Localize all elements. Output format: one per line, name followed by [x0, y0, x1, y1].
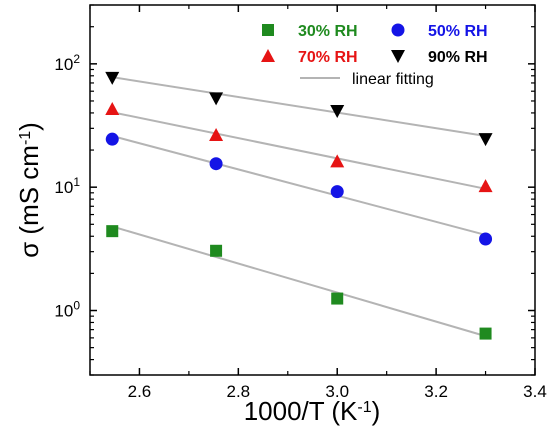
legend-label: 30% RH [298, 23, 358, 40]
fit-lines [111, 76, 486, 338]
data-point [210, 244, 223, 257]
legend-label: 90% RH [428, 49, 488, 66]
x-tick-label: 3.0 [325, 382, 349, 401]
data-point [105, 132, 119, 146]
y-tick-label: 100 [54, 299, 80, 321]
data-point [209, 157, 223, 171]
data-point [106, 225, 119, 238]
data-point [330, 154, 345, 168]
data-point [209, 92, 224, 106]
legend-marker [262, 24, 274, 36]
y-axis-title: σ (mS cm-1) [14, 122, 44, 258]
x-tick-label: 2.6 [128, 382, 152, 401]
legend-marker [391, 23, 405, 37]
axis-ticks: 2.6 2.8 3.0 3.2 3.4 100 101 102 [54, 4, 547, 401]
data-point [479, 232, 493, 246]
fit-line [112, 76, 486, 137]
x-tick-label: 3.2 [424, 382, 448, 401]
data-point [331, 292, 344, 305]
data-points [105, 71, 493, 340]
data-point [209, 127, 224, 141]
data-point [105, 102, 120, 116]
data-point [330, 185, 344, 199]
x-tick-label: 2.8 [227, 382, 251, 401]
fit-line [111, 225, 486, 338]
plot-frame [89, 4, 536, 376]
legend-label: 70% RH [298, 49, 358, 66]
data-point [478, 179, 493, 193]
legend-marker [261, 49, 275, 62]
y-tick-label: 102 [54, 52, 80, 74]
y-tick-label: 101 [54, 175, 80, 197]
legend-fit-label: linear fitting [352, 71, 434, 88]
legend-marker [391, 50, 405, 63]
data-point [479, 327, 492, 340]
data-point [478, 133, 493, 147]
x-axis-title: 1000/T (K-1) [244, 396, 381, 426]
data-point [105, 71, 120, 85]
fit-line [112, 111, 486, 190]
data-point [330, 104, 345, 118]
legend: 30% RH 50% RH 70% RH 90% RH linear fitting [261, 23, 488, 88]
legend-label: 50% RH [428, 23, 488, 40]
x-tick-label: 3.4 [523, 382, 547, 401]
fit-line [111, 135, 486, 236]
